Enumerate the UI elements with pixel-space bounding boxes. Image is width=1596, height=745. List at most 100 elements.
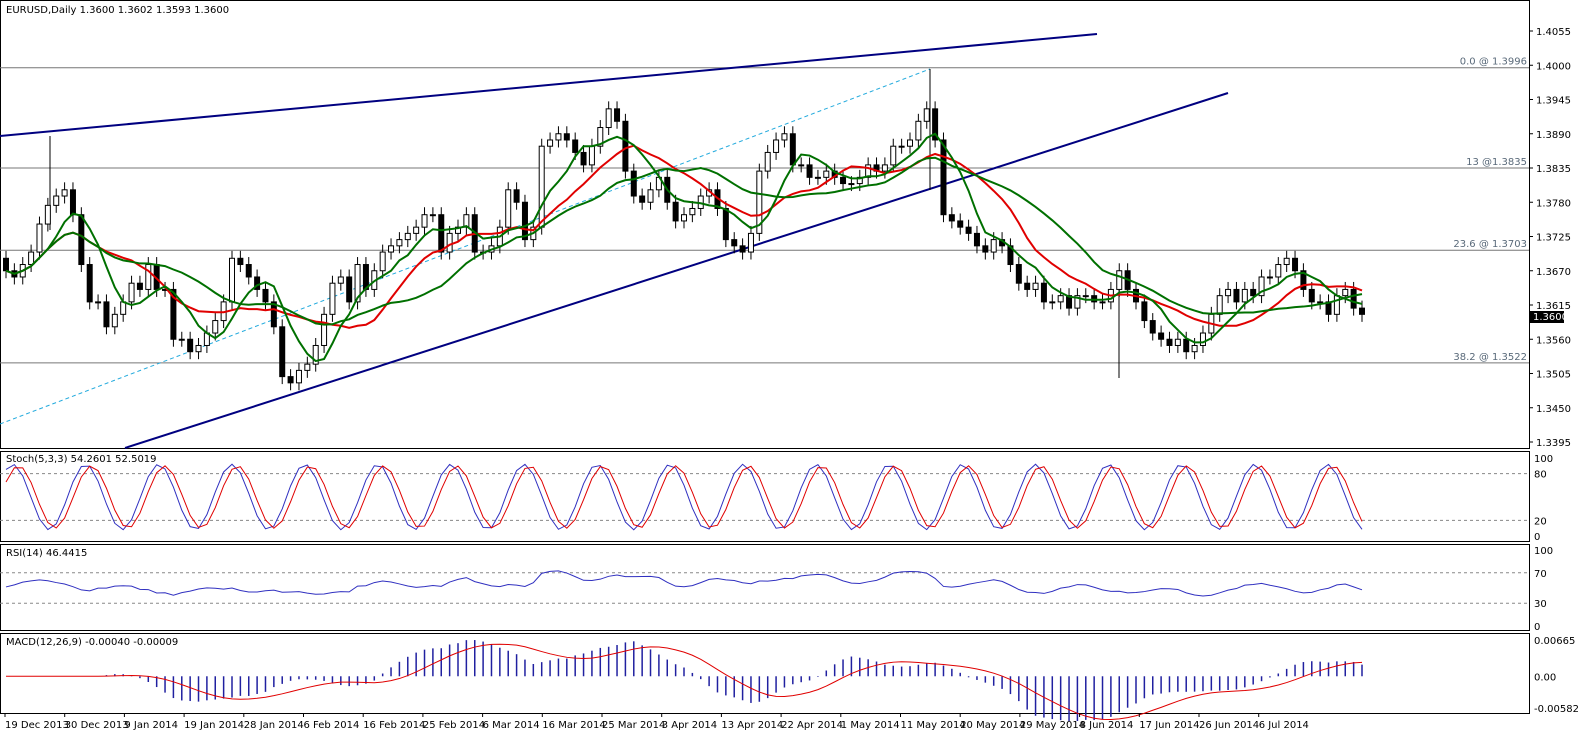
candle-body[interactable] xyxy=(1300,270,1307,290)
candle-body[interactable] xyxy=(747,232,754,253)
candle-body[interactable] xyxy=(639,195,646,203)
candle-body[interactable] xyxy=(1166,338,1173,346)
candle-body[interactable] xyxy=(973,232,980,247)
candle-body[interactable] xyxy=(1350,288,1357,309)
candle-body[interactable] xyxy=(932,108,939,141)
candle-body[interactable] xyxy=(1283,257,1290,266)
candle-body[interactable] xyxy=(178,338,185,341)
candle-body[interactable] xyxy=(145,264,152,290)
candle-body[interactable] xyxy=(1317,301,1324,304)
candle-body[interactable] xyxy=(1141,301,1148,322)
candle-body[interactable] xyxy=(982,245,989,253)
fib-channel-line[interactable] xyxy=(0,68,931,425)
candle-body[interactable] xyxy=(990,239,997,253)
candle-body[interactable] xyxy=(36,223,43,253)
candle-body[interactable] xyxy=(69,189,76,216)
candle-body[interactable] xyxy=(848,183,855,186)
candle-body[interactable] xyxy=(354,264,361,303)
candle-body[interactable] xyxy=(856,176,863,185)
candle-body[interactable] xyxy=(521,201,528,241)
candle-body[interactable] xyxy=(1250,288,1257,297)
candle-body[interactable] xyxy=(555,133,562,141)
candle-body[interactable] xyxy=(455,226,461,234)
candle-body[interactable] xyxy=(898,145,905,148)
candle-body[interactable] xyxy=(881,164,888,172)
candle-body[interactable] xyxy=(237,257,244,266)
candle-body[interactable] xyxy=(948,214,955,222)
upper-trendline[interactable] xyxy=(0,33,1098,137)
candle-body[interactable] xyxy=(78,214,85,266)
candle-body[interactable] xyxy=(605,108,612,129)
candle-body[interactable] xyxy=(346,276,353,303)
candle-body[interactable] xyxy=(337,276,344,284)
candle-body[interactable] xyxy=(1116,270,1123,290)
candle-body[interactable] xyxy=(965,226,972,234)
candle-body[interactable] xyxy=(1258,276,1265,297)
candle-body[interactable] xyxy=(630,170,637,197)
candle-body[interactable] xyxy=(438,214,445,253)
candle-body[interactable] xyxy=(1082,295,1089,298)
candle-body[interactable] xyxy=(1057,295,1064,303)
candle-body[interactable] xyxy=(1191,344,1198,353)
candle-body[interactable] xyxy=(1183,338,1190,353)
candle-body[interactable] xyxy=(513,189,520,203)
candle-body[interactable] xyxy=(1024,282,1031,290)
candle-body[interactable] xyxy=(814,176,821,179)
candle-body[interactable] xyxy=(1149,320,1156,334)
candle-body[interactable] xyxy=(597,127,604,147)
candle-body[interactable] xyxy=(789,133,796,166)
candle-body[interactable] xyxy=(1174,338,1181,346)
candle-body[interactable] xyxy=(170,288,177,340)
candle-body[interactable] xyxy=(1292,257,1299,272)
candle-body[interactable] xyxy=(254,276,261,290)
macd-signal-line[interactable] xyxy=(6,643,1363,720)
candle-body[interactable] xyxy=(865,164,872,178)
candle-body[interactable] xyxy=(1099,301,1106,304)
candle-body[interactable] xyxy=(1342,288,1349,297)
candle-body[interactable] xyxy=(295,369,302,384)
candle-body[interactable] xyxy=(580,151,587,166)
candle-body[interactable] xyxy=(1266,276,1273,279)
candle-body[interactable] xyxy=(396,239,403,247)
candle-body[interactable] xyxy=(28,251,35,266)
candle-body[interactable] xyxy=(1333,295,1340,315)
candle-body[interactable] xyxy=(563,133,570,141)
candle-body[interactable] xyxy=(229,257,235,303)
candle-body[interactable] xyxy=(1158,332,1165,340)
candle-body[interactable] xyxy=(672,201,679,222)
candle-body[interactable] xyxy=(1040,282,1047,303)
rsi-line[interactable] xyxy=(5,570,1363,597)
candle-body[interactable] xyxy=(379,251,386,272)
candle-body[interactable] xyxy=(781,133,788,141)
candle-body[interactable] xyxy=(1241,288,1248,303)
candle-body[interactable] xyxy=(413,226,420,234)
candle-body[interactable] xyxy=(681,214,687,222)
candle-body[interactable] xyxy=(907,139,913,147)
candle-body[interactable] xyxy=(806,164,813,178)
candle-body[interactable] xyxy=(61,189,68,197)
candle-body[interactable] xyxy=(1091,295,1098,303)
candle-body[interactable] xyxy=(279,326,286,378)
candle-body[interactable] xyxy=(103,301,110,328)
candle-body[interactable] xyxy=(404,232,411,241)
candle-body[interactable] xyxy=(329,282,336,315)
candle-body[interactable] xyxy=(212,320,219,334)
candle-body[interactable] xyxy=(940,139,947,216)
candle-body[interactable] xyxy=(647,189,654,203)
candle-body[interactable] xyxy=(195,344,202,353)
candle-body[interactable] xyxy=(915,120,922,141)
candle-body[interactable] xyxy=(421,214,428,228)
candle-body[interactable] xyxy=(321,313,328,346)
candle-body[interactable] xyxy=(722,207,729,241)
candle-body[interactable] xyxy=(572,139,579,153)
candle-body[interactable] xyxy=(1074,295,1081,309)
candle-body[interactable] xyxy=(312,344,319,365)
candle-body[interactable] xyxy=(187,338,194,353)
candle-body[interactable] xyxy=(1359,307,1365,315)
sma-red-line[interactable] xyxy=(5,144,1363,329)
candle-body[interactable] xyxy=(505,189,512,228)
candle-body[interactable] xyxy=(53,195,60,206)
candle-body[interactable] xyxy=(1225,288,1232,297)
candle-body[interactable] xyxy=(1308,288,1315,303)
